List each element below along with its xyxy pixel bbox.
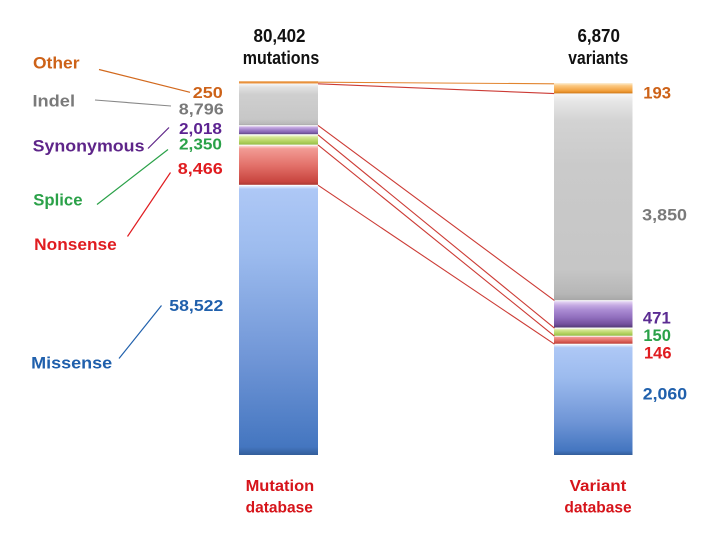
svg-text:2,060: 2,060 — [643, 384, 687, 403]
svg-text:variants: variants — [568, 48, 628, 68]
svg-text:Variant: Variant — [570, 478, 627, 495]
svg-text:mutations: mutations — [243, 48, 320, 68]
svg-text:3,850: 3,850 — [642, 205, 687, 224]
svg-text:8,466: 8,466 — [178, 161, 223, 178]
svg-text:database: database — [564, 499, 631, 516]
svg-text:150: 150 — [643, 326, 671, 345]
svg-text:Missense: Missense — [31, 354, 112, 373]
svg-text:Splice: Splice — [33, 191, 82, 210]
svg-text:Mutation: Mutation — [246, 478, 315, 495]
svg-text:193: 193 — [643, 84, 671, 103]
svg-text:471: 471 — [643, 309, 671, 328]
svg-text:database: database — [246, 499, 313, 516]
svg-text:8,796: 8,796 — [179, 101, 224, 118]
svg-text:6,870: 6,870 — [577, 26, 620, 46]
svg-text:Other: Other — [33, 53, 80, 72]
svg-text:146: 146 — [644, 343, 672, 362]
svg-text:250: 250 — [193, 85, 223, 102]
svg-text:2,018: 2,018 — [179, 121, 222, 138]
svg-text:80,402: 80,402 — [254, 26, 306, 46]
svg-text:Synonymous: Synonymous — [33, 137, 145, 156]
svg-text:Nonsense: Nonsense — [34, 235, 117, 254]
svg-text:2,350: 2,350 — [179, 136, 222, 153]
svg-text:Indel: Indel — [33, 91, 76, 110]
svg-text:58,522: 58,522 — [169, 298, 223, 315]
